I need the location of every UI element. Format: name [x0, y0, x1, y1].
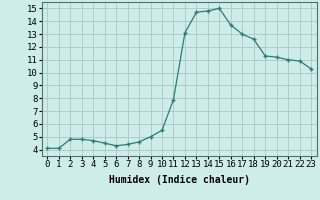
X-axis label: Humidex (Indice chaleur): Humidex (Indice chaleur) — [109, 175, 250, 185]
